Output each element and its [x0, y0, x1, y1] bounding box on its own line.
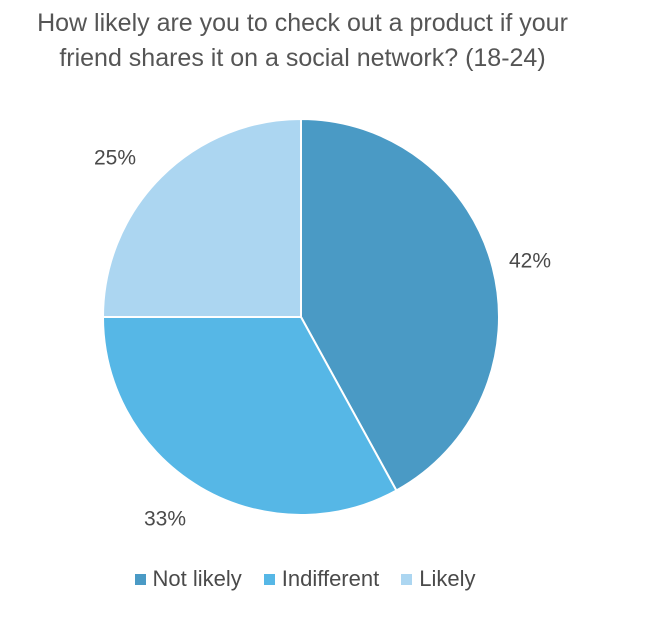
legend-label: Not likely: [152, 566, 242, 591]
legend-swatch: [134, 573, 146, 585]
pie-label-not-likely: 42%: [509, 250, 551, 273]
legend-label: Indifferent: [281, 566, 380, 591]
legend-swatch: [401, 573, 413, 585]
legend-item-likely: Likely: [401, 566, 475, 592]
legend: Not likely Indifferent Likely: [0, 566, 610, 592]
pie-slice-likely: [101, 117, 302, 318]
chart-title: How likely are you to check out a produc…: [37, 9, 568, 72]
legend-item-not-likely: Not likely: [134, 566, 242, 592]
pie-labels: 42% 33% 25%: [94, 147, 551, 531]
pie-slices: [101, 117, 500, 516]
pie-slice-not-likely: [300, 117, 500, 492]
pie-label-indifferent: 33%: [144, 508, 186, 531]
legend-item-indifferent: Indifferent: [263, 566, 380, 592]
pie-slice-indifferent: [101, 316, 398, 516]
legend-swatch: [263, 573, 275, 585]
legend-label: Likely: [419, 566, 476, 591]
pie-label-likely: 25%: [94, 147, 136, 170]
